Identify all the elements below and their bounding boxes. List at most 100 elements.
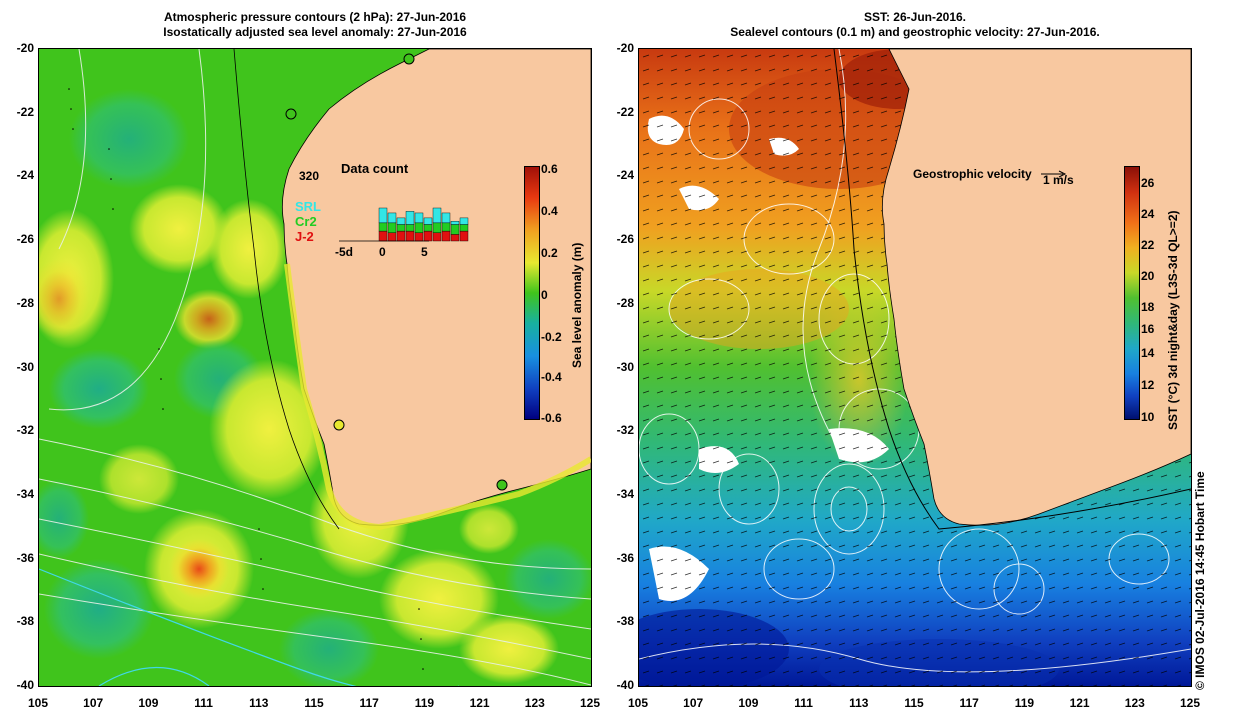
sst-colorbar-tick: 16 bbox=[1141, 322, 1155, 336]
lat-tick-label: -32 bbox=[616, 423, 634, 438]
lat-tick-label: -30 bbox=[16, 359, 34, 374]
lat-tick-label: -30 bbox=[616, 359, 634, 374]
lon-tick-label: 109 bbox=[138, 696, 159, 710]
lat-tick-label: -36 bbox=[616, 550, 634, 565]
count-bar-j2 bbox=[432, 232, 442, 242]
count-bar-srl bbox=[396, 217, 406, 225]
right-title-line2: Sealevel contours (0.1 m) and geostrophi… bbox=[730, 25, 1100, 39]
count-bar-j2 bbox=[450, 234, 460, 242]
right-land-mass bbox=[881, 49, 1191, 526]
lon-tick-label: 113 bbox=[249, 696, 269, 710]
lat-tick-label: -20 bbox=[616, 41, 634, 55]
colorbar-tick: 0.6 bbox=[541, 162, 558, 176]
lon-tick-label: 121 bbox=[469, 696, 490, 710]
lon-tick-label: 111 bbox=[194, 696, 213, 710]
velocity-legend: Geostrophic velocity bbox=[913, 167, 1067, 181]
count-bar-j2 bbox=[396, 230, 406, 242]
count-bar-cr2 bbox=[396, 224, 406, 232]
right-title: SST: 26-Jun-2016. Sealevel contours (0.1… bbox=[640, 10, 1190, 40]
legend-j2: J-2 bbox=[295, 229, 314, 244]
count-bar-srl bbox=[414, 212, 424, 224]
lat-tick-label: -34 bbox=[16, 486, 34, 501]
lat-tick-label: -40 bbox=[16, 678, 34, 692]
count-bar-srl bbox=[441, 212, 451, 224]
count-bar-j2 bbox=[459, 230, 469, 242]
lat-tick-label: -32 bbox=[16, 423, 34, 438]
count-bar-srl bbox=[459, 217, 469, 225]
lat-tick-label: -24 bbox=[16, 168, 34, 183]
count-bar-srl bbox=[387, 212, 397, 224]
lon-tick-label: 105 bbox=[27, 696, 49, 710]
left-map-svg bbox=[39, 49, 591, 686]
count-bar-cr2 bbox=[405, 224, 415, 232]
lat-tick-label: -20 bbox=[16, 41, 34, 55]
lon-tick-label: 117 bbox=[359, 696, 379, 710]
lon-tick-label: 105 bbox=[627, 696, 649, 710]
colorbar-tick: 0.2 bbox=[541, 246, 558, 260]
colorbar-tick: -0.4 bbox=[541, 370, 562, 384]
lon-tick-label: 115 bbox=[304, 696, 324, 710]
sst-colorbar-tick: 14 bbox=[1141, 346, 1155, 360]
count-bar-j2 bbox=[405, 230, 415, 242]
count-bar-srl bbox=[378, 207, 388, 224]
lon-tick-label: 107 bbox=[683, 696, 704, 710]
imos-credit: © IMOS 02-Jul-2016 14:45 Hobart Time bbox=[1193, 471, 1207, 690]
lat-tick-label: -38 bbox=[616, 614, 634, 629]
lon-tick-label: 125 bbox=[579, 696, 601, 710]
lon-tick-label: 125 bbox=[1179, 696, 1201, 710]
left-map-panel[interactable]: Data count 320 SRL Cr2 J-2 -5d 0 5 bbox=[38, 48, 592, 687]
count-bar-j2 bbox=[441, 230, 451, 242]
right-title-line1: SST: 26-Jun-2016. bbox=[863, 10, 967, 24]
lat-tick-label: -24 bbox=[616, 168, 634, 183]
inset-xtick: 0 bbox=[379, 245, 386, 259]
right-map-svg bbox=[639, 49, 1191, 686]
sst-colorbar-tick: 12 bbox=[1141, 378, 1155, 392]
left-coast-band bbox=[284, 263, 591, 531]
colorbar-tick: -0.2 bbox=[541, 330, 562, 344]
inset-xtick: 5 bbox=[421, 245, 428, 259]
inset-max-count: 320 bbox=[299, 169, 320, 183]
count-bar-cr2 bbox=[378, 222, 388, 232]
lat-tick-label: -22 bbox=[16, 104, 34, 119]
count-bar-cr2 bbox=[414, 222, 424, 233]
satellite-tracks bbox=[68, 88, 424, 670]
colorbar-tick: 0.4 bbox=[541, 204, 558, 218]
pressure-contours bbox=[39, 49, 591, 686]
count-bar-cr2 bbox=[387, 222, 397, 233]
left-title-line1: Atmospheric pressure contours (2 hPa): 2… bbox=[163, 10, 467, 24]
lat-tick-label: -28 bbox=[616, 295, 634, 310]
gauge-marker bbox=[496, 479, 508, 491]
sst-colorbar-tick: 24 bbox=[1141, 207, 1155, 221]
sst-colorbar-tick: 18 bbox=[1141, 300, 1155, 314]
count-bar-cr2 bbox=[450, 224, 460, 235]
count-bar-cr2 bbox=[432, 222, 442, 233]
count-bar-cr2 bbox=[459, 224, 469, 232]
lat-tick-label: -38 bbox=[16, 614, 34, 629]
inset-bars bbox=[378, 207, 469, 242]
lon-tick-label: 109 bbox=[738, 696, 759, 710]
count-bar-j2 bbox=[414, 232, 424, 242]
count-bar-cr2 bbox=[441, 222, 451, 232]
sst-colorbar-tick: 26 bbox=[1141, 176, 1155, 190]
lon-tick-label: 121 bbox=[1069, 696, 1090, 710]
count-bar-j2 bbox=[423, 230, 433, 242]
count-bar-srl bbox=[432, 207, 442, 224]
count-bar-srl bbox=[423, 217, 433, 225]
sst-colorbar-tick: 22 bbox=[1141, 238, 1155, 252]
right-map-panel[interactable]: Geostrophic velocity 1 m/s bbox=[638, 48, 1192, 687]
lon-tick-label: 115 bbox=[904, 696, 924, 710]
lat-tick-label: -28 bbox=[16, 295, 34, 310]
sst-colorbar-tick: 10 bbox=[1141, 410, 1155, 424]
lat-tick-label: -26 bbox=[616, 232, 634, 247]
left-title: Atmospheric pressure contours (2 hPa): 2… bbox=[40, 10, 590, 40]
lat-tick-label: -36 bbox=[16, 550, 34, 565]
lat-tick-label: -26 bbox=[16, 232, 34, 247]
tide-gauge-markers bbox=[285, 53, 508, 491]
inset-title: Data count bbox=[341, 161, 409, 176]
data-count-inset bbox=[339, 169, 469, 242]
sea-level-colorbar bbox=[524, 166, 540, 420]
count-bar-srl bbox=[405, 211, 415, 225]
inset-xtick: -5d bbox=[335, 245, 353, 259]
inset-legend: SRL Cr2 J-2 bbox=[295, 199, 321, 244]
sst-colorbar bbox=[1124, 166, 1140, 420]
